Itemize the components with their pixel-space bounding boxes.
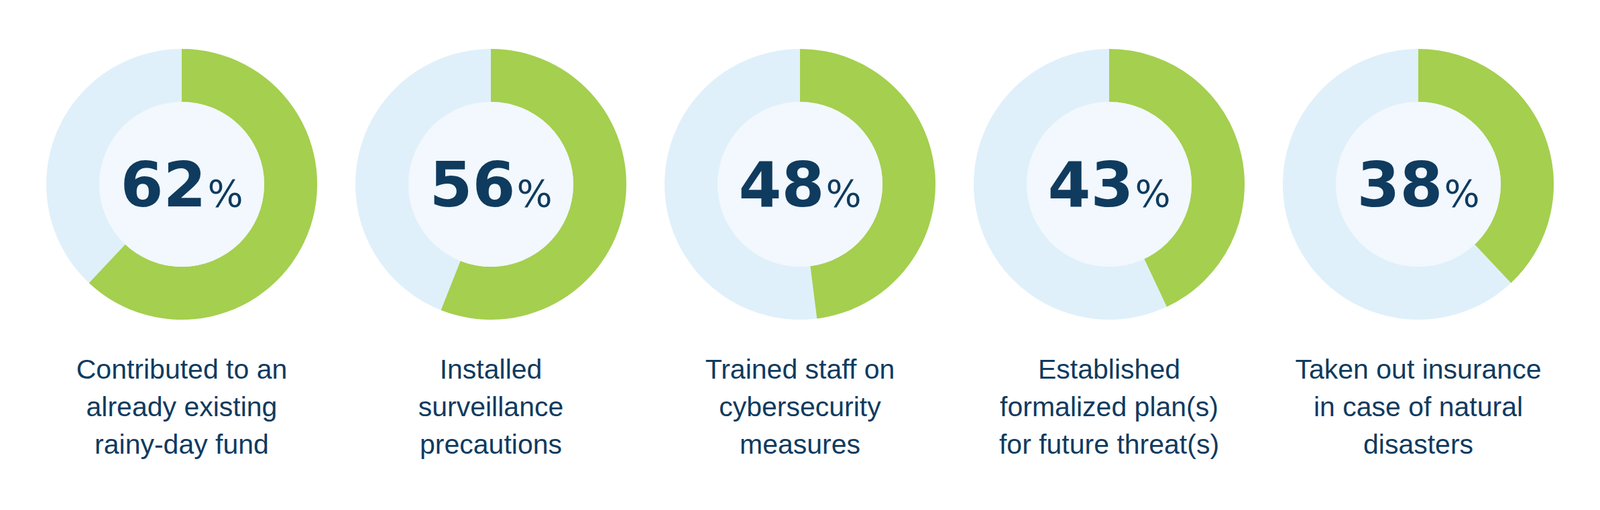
category-line: already existing bbox=[86, 391, 278, 423]
donut-track bbox=[46, 48, 318, 320]
value-unit: % bbox=[207, 171, 243, 216]
value-label: 62% bbox=[120, 149, 243, 222]
donut-group bbox=[355, 48, 627, 320]
category-label: Taken out insurance in case of natural dis… bbox=[1295, 354, 1542, 461]
donut-track bbox=[973, 48, 1245, 320]
category-line: rainy-day fund bbox=[94, 429, 269, 461]
value-number: 56 bbox=[429, 149, 516, 222]
category-label: Contributed to an already existing rainy-d… bbox=[76, 354, 288, 461]
category-line: measures bbox=[739, 429, 861, 461]
value-unit: % bbox=[516, 171, 552, 216]
value-number: 43 bbox=[1047, 149, 1134, 222]
category-line: in case of natural bbox=[1313, 391, 1523, 423]
value-label: 48% bbox=[738, 149, 862, 222]
value-label: 56% bbox=[429, 149, 552, 222]
category-line: disasters bbox=[1363, 429, 1474, 461]
category-line: Taken out insurance bbox=[1295, 354, 1542, 385]
donut-track bbox=[664, 48, 936, 320]
category-line: Installed bbox=[439, 354, 543, 385]
donut-hole bbox=[1335, 101, 1501, 267]
value-label: 38% bbox=[1356, 149, 1480, 222]
value-unit: % bbox=[1134, 171, 1171, 216]
category-label: Installed surveillance precautions bbox=[418, 354, 564, 461]
category-line: for future threat(s) bbox=[999, 429, 1220, 461]
category-line: Established bbox=[1038, 354, 1181, 385]
category-line: formalized plan(s) bbox=[999, 391, 1219, 423]
value-number: 38 bbox=[1356, 149, 1443, 222]
donut-group bbox=[664, 48, 936, 320]
donut-group bbox=[973, 48, 1245, 320]
value-unit: % bbox=[1443, 171, 1480, 216]
value-unit: % bbox=[825, 171, 862, 216]
donut-group bbox=[46, 48, 318, 320]
donut-track bbox=[1282, 48, 1554, 320]
donut-group bbox=[1282, 48, 1554, 320]
page: {"chart_data": {"type": "donut", "catego… bbox=[0, 0, 1600, 510]
chart: 62% Contributed to an already existing rain… bbox=[0, 0, 1600, 510]
value-number: 48 bbox=[738, 149, 825, 222]
value-number: 62 bbox=[120, 149, 206, 222]
donut-hole bbox=[1026, 101, 1192, 267]
donut-segment bbox=[89, 48, 318, 320]
category-line: surveillance bbox=[418, 391, 564, 423]
category-line: Contributed to an bbox=[76, 354, 288, 385]
donut-hole bbox=[717, 101, 883, 267]
value-label: 43% bbox=[1047, 149, 1171, 222]
donut-track bbox=[355, 48, 627, 320]
category-line: cybersecurity bbox=[718, 391, 882, 423]
category-line: precautions bbox=[419, 429, 562, 461]
category-line: Trained staff on bbox=[705, 354, 896, 385]
category-label: Trained staff on cybersecurity measures bbox=[705, 354, 896, 461]
category-label: Established formalized plan(s) for future … bbox=[999, 354, 1220, 461]
donut-hole bbox=[408, 101, 574, 267]
donut-hole bbox=[99, 101, 265, 267]
